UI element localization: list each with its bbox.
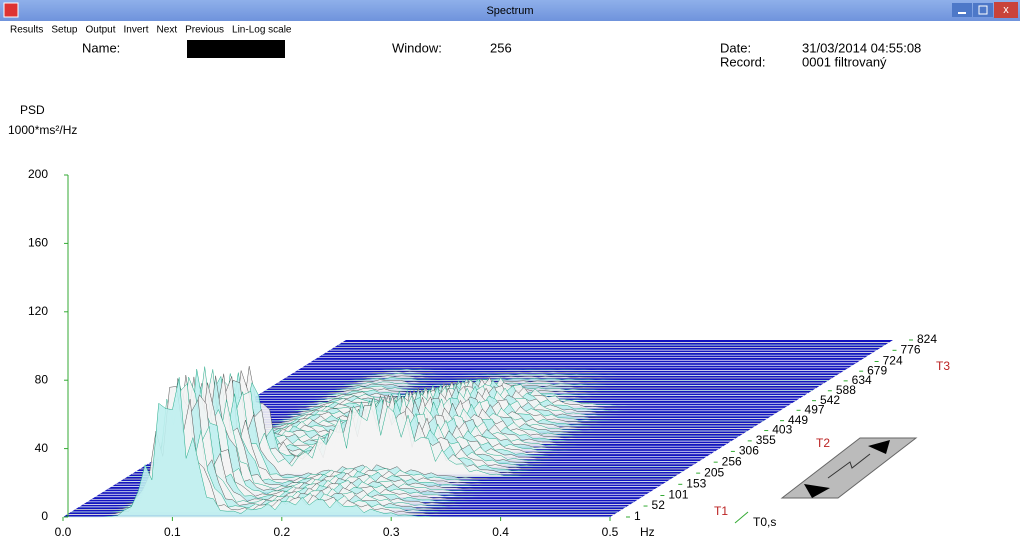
x-tick-label: 0.2 <box>273 525 290 539</box>
marker-t3: T3 <box>936 359 950 373</box>
y-tick-label: 200 <box>28 167 48 181</box>
y-label: PSD <box>20 103 45 117</box>
menu-item[interactable]: Results <box>10 25 43 36</box>
record-label: Record: <box>720 54 766 69</box>
svg-text:x: x <box>1003 4 1009 16</box>
y-tick-label: 0 <box>41 509 48 523</box>
app-icon <box>4 3 18 17</box>
marker-t2: T2 <box>816 436 830 450</box>
date-value: 31/03/2014 04:55:08 <box>802 40 921 55</box>
x-tick-label: 0.0 <box>55 525 72 539</box>
maximize-button[interactable] <box>973 3 993 17</box>
menu-item[interactable]: Output <box>86 25 116 36</box>
z-tick-label: 824 <box>917 332 937 346</box>
z-tick-label: 1 <box>634 509 641 523</box>
redacted-name <box>187 40 285 58</box>
date-label: Date: <box>720 40 751 55</box>
y-tick-label: 160 <box>28 236 48 250</box>
y-tick-label: 80 <box>35 372 49 386</box>
window-label: Window: <box>392 40 442 55</box>
window-value: 256 <box>490 40 512 55</box>
x-label: Hz <box>640 525 655 539</box>
menu-item[interactable]: Previous <box>185 25 224 36</box>
y-tick-label: 120 <box>28 304 48 318</box>
x-tick-label: 0.3 <box>383 525 400 539</box>
y-unit: 1000*ms²/Hz <box>8 123 77 137</box>
spectrum-window: Spectrum x Results Setup Output Invert Next P… <box>0 0 1020 540</box>
minimize-button[interactable] <box>952 3 972 17</box>
marker-t1: T1 <box>714 504 728 518</box>
record-value: 0001 filtrovaný <box>802 54 887 69</box>
x-tick-label: 0.1 <box>164 525 181 539</box>
menu-bar <box>0 21 1020 38</box>
y-tick-label: 40 <box>35 441 49 455</box>
x-tick-label: 0.4 <box>492 525 509 539</box>
rotation-control[interactable] <box>782 438 916 498</box>
menu-item[interactable]: Setup <box>51 25 78 36</box>
z-label: T0,s <box>753 515 776 529</box>
menu-item[interactable]: Lin-Log scale <box>232 25 292 36</box>
menu-item[interactable]: Invert <box>124 25 149 36</box>
name-label: Name: <box>82 40 120 55</box>
menu-item[interactable]: Next <box>157 25 178 36</box>
x-tick-label: 0.5 <box>602 525 619 539</box>
z-arrow <box>735 512 748 523</box>
z-tick-label: 52 <box>652 498 666 512</box>
window-title: Spectrum <box>486 5 533 17</box>
